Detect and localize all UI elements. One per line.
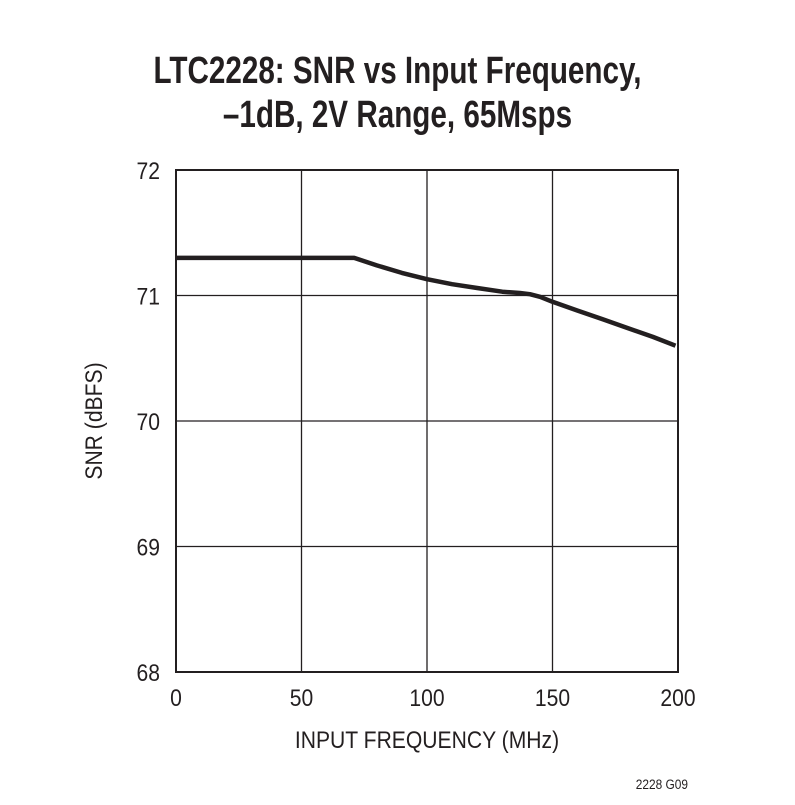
y-tick-label: 68: [137, 660, 160, 687]
figure-code: 2228 G09: [636, 776, 688, 792]
y-tick-label: 70: [137, 409, 160, 436]
x-tick-label: 150: [535, 685, 570, 712]
x-tick-label: 100: [409, 685, 444, 712]
x-tick-label: 0: [170, 685, 182, 712]
snr-curve: [176, 255, 677, 348]
y-tick-label: 69: [137, 534, 160, 561]
chart-title-line-1: LTC2228: SNR vs Input Frequency,: [153, 50, 642, 92]
chart-title-line-2: –1dB, 2V Range, 65Msps: [222, 94, 573, 136]
y-axis-label: SNR (dBFS): [81, 362, 108, 479]
y-tick-label: 72: [137, 158, 160, 185]
grid-lines: [176, 170, 678, 672]
x-tick-label: 200: [660, 685, 695, 712]
x-axis-ticks: 0 50 100 150 200: [170, 685, 695, 712]
plot-frame: [175, 169, 679, 673]
x-tick-label: 50: [290, 685, 313, 712]
y-axis-ticks: 72 71 70 69 68: [137, 158, 160, 687]
y-tick-label: 71: [137, 283, 160, 310]
x-axis-label: INPUT FREQUENCY (MHz): [295, 727, 559, 754]
